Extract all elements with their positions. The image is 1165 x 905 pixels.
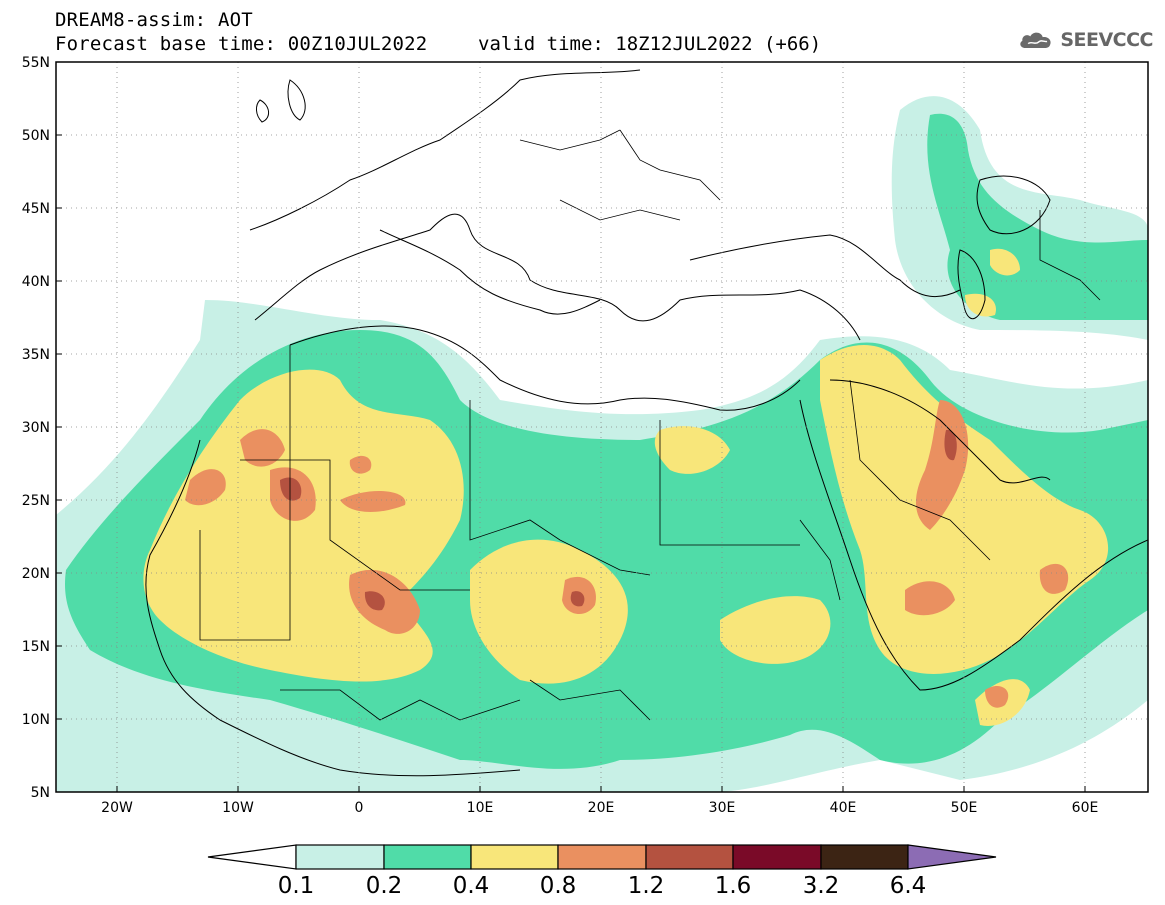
colorbar-label: 1.2 <box>628 873 665 899</box>
logo-text: SEEVCCC <box>1060 29 1153 51</box>
lat-label: 35N <box>22 347 50 363</box>
lat-label: 30N <box>22 420 50 436</box>
lon-label: 0 <box>355 800 364 816</box>
colorbar-label: 0.1 <box>278 873 315 899</box>
lon-label: 50E <box>951 800 978 816</box>
aot-level-1.2 <box>280 429 957 611</box>
lat-label: 50N <box>22 128 50 144</box>
colorbar: 0.1 0.2 0.4 0.8 1.2 1.6 3.2 6.4 <box>207 844 997 899</box>
colorbar-segment <box>732 844 822 870</box>
lat-label: 5N <box>31 785 50 801</box>
lon-ticks: 20W 10W 0 10E 20E 30E 40E 50E 60E <box>101 786 1098 816</box>
colorbar-segment <box>295 844 385 870</box>
colorbar-underflow-triangle <box>207 844 297 870</box>
aot-field <box>56 96 1148 792</box>
colorbar-label: 6.4 <box>890 873 927 899</box>
map-title: DREAM8-assim: AOT <box>55 9 253 31</box>
graticule <box>56 62 1148 792</box>
seevccc-logo: SEEVCCC <box>1018 24 1153 56</box>
colorbar-overflow-triangle <box>907 844 997 870</box>
lon-label: 20W <box>101 800 133 816</box>
colorbar-segment <box>470 844 559 870</box>
colorbar-label: 0.4 <box>453 873 490 899</box>
colorbar-label: 3.2 <box>803 873 840 899</box>
lat-label: 45N <box>22 201 50 217</box>
valid-time: valid time: 18Z12JUL2022 (+66) <box>478 33 822 55</box>
borders <box>199 129 1101 721</box>
colorbar-label: 0.2 <box>366 873 403 899</box>
forecast-base-time: Forecast base time: 00Z10JUL2022 <box>55 33 428 55</box>
colorbar-segment <box>557 844 647 870</box>
lat-label: 15N <box>22 639 50 655</box>
lon-label: 30E <box>709 800 736 816</box>
colorbar-label: 0.8 <box>540 873 577 899</box>
lon-label: 20E <box>588 800 615 816</box>
lon-label: 60E <box>1072 800 1099 816</box>
colorbar-segment <box>645 844 734 870</box>
lat-label: 20N <box>22 566 50 582</box>
cloud-icon <box>1020 32 1051 48</box>
lon-label: 10E <box>467 800 494 816</box>
lat-label: 25N <box>22 493 50 509</box>
colorbar-segment <box>383 844 472 870</box>
lat-label: 55N <box>22 55 50 71</box>
lat-ticks: 55N 50N 45N 40N 35N 30N 25N 20N 15N 10N … <box>22 55 62 801</box>
coastlines <box>145 69 1148 777</box>
colorbar-segment <box>820 844 909 870</box>
lon-label: 10W <box>222 800 254 816</box>
colorbar-label: 1.6 <box>715 873 752 899</box>
lat-label: 10N <box>22 712 50 728</box>
lon-label: 40E <box>830 800 857 816</box>
lat-label: 40N <box>22 274 50 290</box>
